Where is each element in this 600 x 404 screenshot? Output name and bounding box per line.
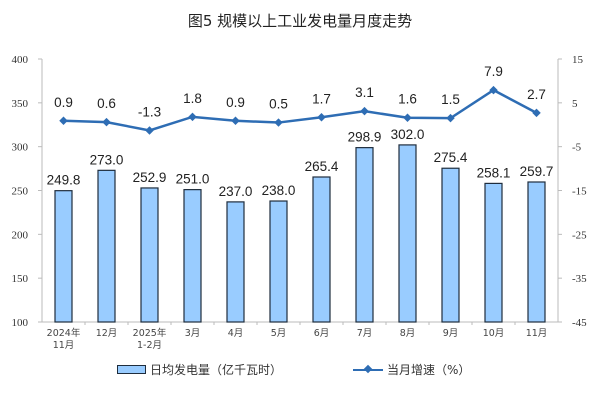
y-left-tick: 400 <box>12 54 29 66</box>
legend-line: 当月增速（%） <box>353 361 470 378</box>
line-value-label: 1.7 <box>312 91 331 106</box>
y-right-tick: -35 <box>572 273 587 285</box>
bar <box>140 187 159 323</box>
line-marker <box>231 116 240 126</box>
x-tick-label: 12月 <box>96 328 118 339</box>
chart-title: 图5 规模以上工业发电量月度走势 <box>187 12 413 30</box>
bar-value-label: 302.0 <box>391 127 425 142</box>
x-tick-label: 3月 <box>185 328 201 339</box>
bar-swatch-icon <box>117 365 146 374</box>
y-left-tick: 100 <box>12 317 29 329</box>
bar-value-label: 252.9 <box>133 170 167 185</box>
legend-bar: 日均发电量（亿千瓦时） <box>117 361 282 378</box>
line-marker <box>102 117 111 127</box>
bar <box>527 181 546 323</box>
x-tick-label: 5月 <box>271 328 287 339</box>
bar-value-label: 273.0 <box>90 152 124 167</box>
bar <box>54 190 73 323</box>
bar <box>312 176 331 323</box>
y-right-tick: -15 <box>572 186 587 198</box>
x-tick-label: 11月 <box>526 328 548 339</box>
x-tick-label: 10月 <box>483 328 505 339</box>
x-tick-label: 6月 <box>314 328 330 339</box>
line-marker <box>145 126 154 135</box>
line-marker <box>446 113 455 123</box>
bar-value-label: 238.0 <box>262 183 296 198</box>
growth-line <box>63 88 538 132</box>
line-value-label: 1.6 <box>398 92 417 107</box>
y-right-tick: 5 <box>572 98 578 110</box>
line-marker <box>489 85 498 95</box>
legend-bar-label: 日均发电量（亿千瓦时） <box>150 363 283 377</box>
x-tick-label: 2024年 <box>47 327 81 339</box>
bar-value-label: 249.8 <box>47 173 81 188</box>
bar-value-label: 258.1 <box>477 165 511 180</box>
line-value-label: 0.9 <box>54 95 73 110</box>
bar-value-label: 259.7 <box>520 164 554 179</box>
y-left-tick: 150 <box>12 273 29 285</box>
x-tick-label: 2025年 <box>133 327 167 339</box>
line-value-label: -1.3 <box>138 104 161 119</box>
line-value-label: 7.9 <box>484 64 503 79</box>
y-left-tick: 200 <box>12 229 29 241</box>
legend-line-label: 当月增速（%） <box>387 363 471 377</box>
line-value-label: 1.8 <box>183 91 202 106</box>
bar-value-label: 251.0 <box>176 172 210 187</box>
x-tick-label-line2: 11月 <box>53 340 75 351</box>
x-tick-label: 4月 <box>228 328 244 339</box>
line-marker <box>59 116 68 126</box>
bar <box>183 189 202 323</box>
bar <box>398 144 417 323</box>
x-tick-label-line2: 1-2月 <box>137 340 162 351</box>
bar <box>355 147 374 323</box>
bar <box>441 167 460 323</box>
bar-value-label: 275.4 <box>434 150 468 165</box>
bar <box>226 201 245 323</box>
y-left-tick: 250 <box>12 186 29 198</box>
x-tick-label: 8月 <box>400 328 416 339</box>
line-value-label: 2.7 <box>527 87 546 102</box>
bar-value-label: 237.0 <box>219 184 253 199</box>
line-value-label: 0.9 <box>226 95 245 110</box>
line-value-label: 0.6 <box>97 96 116 111</box>
line-marker-icon <box>353 364 383 373</box>
y-left-tick: 350 <box>12 98 29 110</box>
y-right-tick: -5 <box>572 142 582 154</box>
line-value-label: 3.1 <box>355 85 374 100</box>
line-marker <box>274 118 283 127</box>
x-tick-label: 7月 <box>357 328 373 339</box>
line-value-label: 0.5 <box>269 97 288 112</box>
y-right-tick: 15 <box>572 54 584 66</box>
bar <box>484 182 503 323</box>
bar <box>269 200 288 323</box>
y-right-tick: -45 <box>572 317 587 329</box>
bar <box>97 169 116 323</box>
line-value-label: 1.5 <box>441 92 460 107</box>
line-marker <box>403 113 412 122</box>
y-right-tick: -25 <box>572 229 587 241</box>
x-tick-label: 9月 <box>443 328 459 339</box>
y-left-tick: 300 <box>12 142 29 154</box>
bar-value-label: 298.9 <box>348 130 382 145</box>
bar-value-label: 265.4 <box>305 159 339 174</box>
line-marker <box>188 112 197 122</box>
line-marker <box>317 113 326 122</box>
line-marker <box>360 106 369 116</box>
